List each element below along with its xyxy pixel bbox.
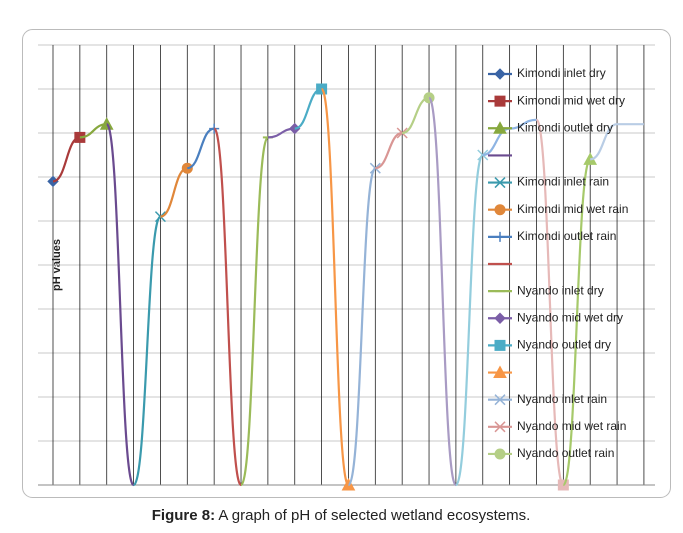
series-line: [427, 96, 457, 487]
legend-label: Kimondi outlet rain: [517, 229, 616, 243]
series-line: [589, 123, 644, 161]
legend-label: Nyando inlet dry: [517, 283, 604, 297]
marker: [494, 394, 506, 406]
legend-label: Kimondi inlet rain: [517, 175, 609, 189]
caption: Figure 8: A graph of pH of selected wetl…: [152, 507, 531, 524]
legend-label: Nyando mid wet dry: [517, 310, 623, 324]
marker: [494, 177, 506, 189]
legend-item: Nyando outlet rain: [488, 446, 614, 460]
series-line: [535, 118, 565, 487]
legend-item: Nyando inlet dry: [488, 283, 604, 297]
legend-item: [488, 365, 512, 379]
legend-item: Kimondi outlet dry: [488, 120, 613, 134]
series-line: [239, 136, 269, 487]
legend-label: Kimondi mid wet dry: [517, 93, 625, 107]
legend-label: Nyando inlet rain: [517, 392, 607, 406]
legend-item: Nyando mid wet rain: [488, 419, 626, 433]
legend-item: Kimondi outlet rain: [488, 229, 616, 243]
series-line: [375, 131, 403, 170]
caption-text: A graph of pH of selected wetland ecosys…: [218, 507, 530, 524]
legend-item: Kimondi inlet rain: [488, 175, 609, 189]
series-line: [105, 123, 135, 487]
marker: [494, 204, 506, 216]
legend-item: Kimondi mid wet rain: [488, 202, 628, 216]
legend-label: Kimondi inlet dry: [517, 66, 606, 80]
marker: [495, 231, 505, 242]
marker: [493, 121, 507, 134]
legend-label: Nyando outlet dry: [517, 338, 611, 352]
legend-label: Nyando outlet rain: [517, 446, 614, 460]
legend-item: Kimondi mid wet dry: [488, 93, 625, 107]
marker: [494, 95, 506, 107]
marker: [494, 448, 506, 460]
legend-item: Nyando inlet rain: [488, 392, 607, 406]
series-line: [320, 87, 350, 487]
legend-label: Kimondi mid wet rain: [517, 202, 628, 216]
caption-label: Figure 8:: [152, 507, 215, 524]
series-line: [562, 158, 592, 487]
series-line: [132, 215, 162, 487]
series-line: [186, 127, 215, 170]
marker: [494, 312, 506, 324]
series-line: [213, 127, 243, 487]
marker: [494, 421, 506, 433]
marker: [493, 365, 507, 379]
series-line: [347, 167, 377, 487]
series-line: [454, 153, 484, 487]
chart-frame: [22, 29, 671, 498]
legend-label: Kimondi outlet dry: [517, 120, 613, 134]
legend-label: Nyando mid wet rain: [517, 419, 626, 433]
legend-item: Nyando mid wet dry: [488, 310, 623, 324]
legend-item: Kimondi inlet dry: [488, 66, 606, 80]
legend-item: Nyando outlet dry: [488, 338, 611, 352]
marker: [494, 339, 506, 351]
marker: [494, 68, 506, 80]
